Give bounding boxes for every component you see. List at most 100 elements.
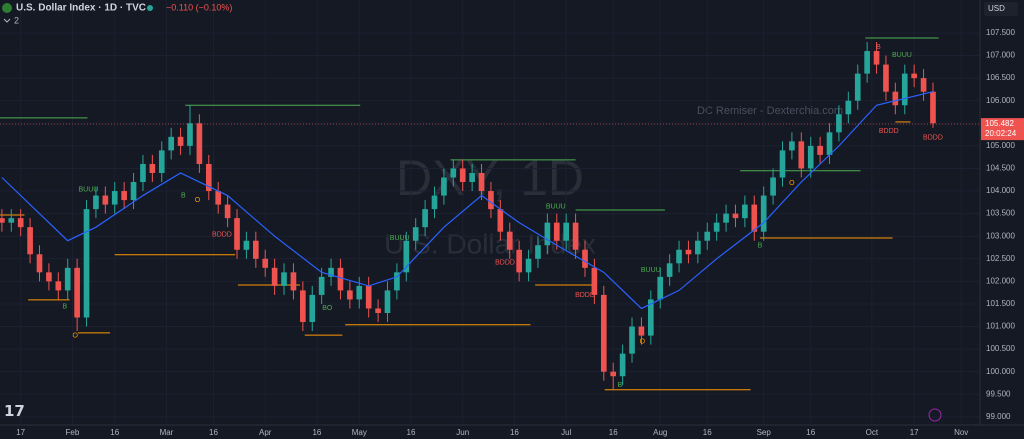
candle-body xyxy=(535,245,541,259)
candle-body xyxy=(572,222,579,250)
candle-body xyxy=(0,218,5,223)
logo[interactable]: 𝟭𝟳 xyxy=(4,403,25,420)
candle-body xyxy=(459,168,466,183)
x-tick-label: Nov xyxy=(954,428,968,437)
alert-icon[interactable] xyxy=(928,408,942,422)
signature: DC Remiser - Dexterchia.com xyxy=(697,105,843,117)
pattern-label: O xyxy=(789,180,795,187)
pattern-label: BDDD xyxy=(879,128,899,135)
candle-body xyxy=(64,267,71,291)
collapse-icon[interactable] xyxy=(3,18,11,23)
candle-body xyxy=(224,204,231,219)
candle-body xyxy=(506,231,513,250)
candle-body xyxy=(337,267,344,291)
candle-body xyxy=(394,272,400,291)
candle-body xyxy=(817,145,823,155)
candle-body xyxy=(930,91,936,124)
pattern-label: O xyxy=(73,332,79,339)
y-tick-label: 103.000 xyxy=(986,231,1015,240)
y-tick-label: 101.000 xyxy=(986,322,1015,331)
y-tick-label: 103.500 xyxy=(986,209,1015,218)
candle-body xyxy=(619,353,626,377)
pattern-label: BUUU xyxy=(892,52,912,59)
pattern-label: BDDD xyxy=(923,135,943,142)
x-tick-label: 16 xyxy=(609,428,618,437)
plot: BUUUBOBOBDDDBOBUUUBDDDBUUUBDDDBOBUUUBOBB… xyxy=(0,0,980,425)
pattern-label: BDDD xyxy=(495,260,515,267)
candle-body xyxy=(742,204,748,219)
candle-body xyxy=(205,163,212,192)
x-tick-label: Jun xyxy=(456,428,469,437)
currency[interactable]: USD xyxy=(988,4,1005,13)
currency-box[interactable] xyxy=(984,2,1018,16)
candle-body xyxy=(27,227,33,255)
candle-body xyxy=(365,285,372,309)
candle-body xyxy=(864,51,870,74)
candle-body xyxy=(347,290,353,300)
candle-body xyxy=(657,276,664,300)
candle-body xyxy=(798,141,805,169)
candle-body xyxy=(516,249,522,273)
candle-body xyxy=(648,299,654,336)
candle-body xyxy=(74,267,80,318)
candle-body xyxy=(713,222,720,232)
candle-body xyxy=(140,163,146,183)
candle-body xyxy=(760,195,767,232)
x-tick-label: 17 xyxy=(16,428,25,437)
pattern-label: B xyxy=(758,243,763,250)
price-change: −0.110 (−0.10%) xyxy=(166,2,232,12)
x-tick-label: Oct xyxy=(866,428,879,437)
x-tick-label: 16 xyxy=(510,428,519,437)
candle-body xyxy=(318,276,325,295)
candle-body xyxy=(826,132,833,155)
candle-body xyxy=(17,218,24,228)
symbol-title[interactable]: U.S. Dollar Index · 1D · TVC xyxy=(16,3,146,14)
candle-body xyxy=(685,249,692,255)
candle-body xyxy=(836,114,842,133)
candle-body xyxy=(403,240,410,273)
x-tick-label: May xyxy=(352,428,367,437)
x-tick-label: 16 xyxy=(110,428,119,437)
pattern-label: O xyxy=(195,197,201,204)
candle-body xyxy=(215,191,222,205)
moving-average xyxy=(1,91,934,310)
candle-body xyxy=(469,172,475,183)
candle-body xyxy=(243,240,250,250)
candle-body xyxy=(901,73,908,106)
candle-body xyxy=(789,141,795,151)
candle-body xyxy=(55,281,62,291)
x-tick-label: 16 xyxy=(806,428,815,437)
indicator-count[interactable]: 2 xyxy=(14,15,19,25)
candle-body xyxy=(478,172,485,192)
pattern-label: BO xyxy=(322,305,333,312)
y-tick-label: 105.000 xyxy=(986,141,1015,150)
y-tick-label: 107.500 xyxy=(986,28,1015,37)
candle-body xyxy=(356,285,363,300)
candle-body xyxy=(600,294,607,372)
y-tick-label: 99.000 xyxy=(986,412,1011,421)
candle-body xyxy=(300,290,306,323)
candle-body xyxy=(854,73,861,101)
candle-body xyxy=(629,326,635,354)
candle-body xyxy=(196,123,203,164)
candle-body xyxy=(412,227,419,241)
y-tick-label: 99.500 xyxy=(986,389,1011,398)
candle-body xyxy=(384,290,391,313)
candle-body xyxy=(252,240,259,259)
pattern-label: BDDD xyxy=(212,232,232,239)
candle-body xyxy=(83,209,90,318)
y-tick-label: 100.500 xyxy=(986,344,1015,353)
x-tick-label: Aug xyxy=(653,428,667,437)
candle-body xyxy=(121,191,127,201)
candle-body xyxy=(920,78,927,92)
pattern-label: B xyxy=(63,304,68,311)
candle-body xyxy=(770,177,776,196)
candle-body xyxy=(845,100,852,115)
candle-body xyxy=(723,213,729,223)
y-tick-label: 106.500 xyxy=(986,73,1015,82)
candle-body xyxy=(732,213,739,219)
candle-body xyxy=(130,182,137,201)
last-price-label: 105.482 xyxy=(985,119,1014,128)
candle-body xyxy=(695,240,701,255)
